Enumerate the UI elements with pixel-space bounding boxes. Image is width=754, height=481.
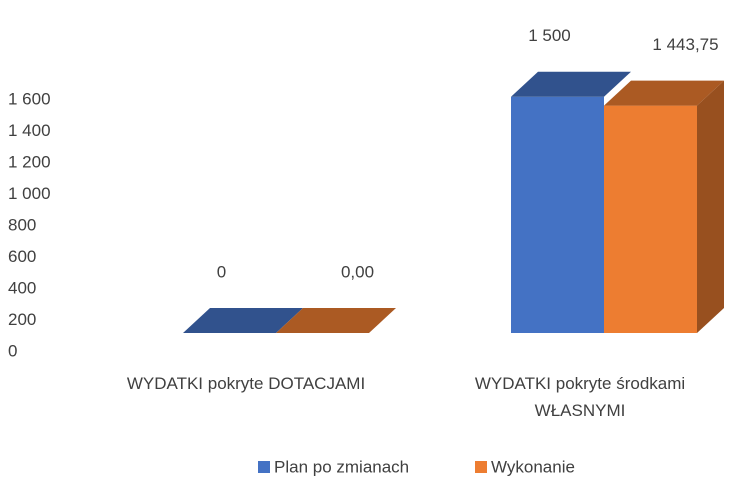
y-tick-label: 1 000 (8, 184, 51, 203)
data-label: 1 500 (528, 26, 571, 45)
y-tick-label: 400 (8, 278, 36, 297)
y-tick-label: 200 (8, 310, 36, 329)
bar-front (604, 105, 697, 333)
legend-label: Plan po zmianach (274, 457, 409, 476)
x-tick-label: WYDATKI pokryte środkami WŁASNYMI (474, 374, 686, 420)
y-tick-label: 800 (8, 215, 36, 234)
y-tick-label: 1 200 (8, 152, 51, 171)
legend-swatch (475, 461, 487, 473)
bar-top (183, 308, 303, 333)
y-tick-label: 600 (8, 247, 36, 266)
legend-swatch (258, 461, 270, 473)
bar-top (276, 308, 396, 333)
data-label: 0 (217, 262, 226, 281)
legend-label: Wykonanie (491, 457, 575, 476)
bar-top (511, 71, 631, 97)
data-label: 1 443,75 (652, 35, 718, 54)
bar-side (697, 80, 724, 333)
y-tick-label: 1 600 (8, 89, 51, 108)
data-label: 0,00 (341, 262, 374, 281)
y-tick-label: 0 (8, 341, 17, 360)
bar-top (604, 80, 724, 106)
x-tick-label: WYDATKI pokryte DOTACJAMI (126, 374, 366, 393)
bar-front (511, 96, 604, 333)
y-tick-label: 1 400 (8, 121, 51, 140)
